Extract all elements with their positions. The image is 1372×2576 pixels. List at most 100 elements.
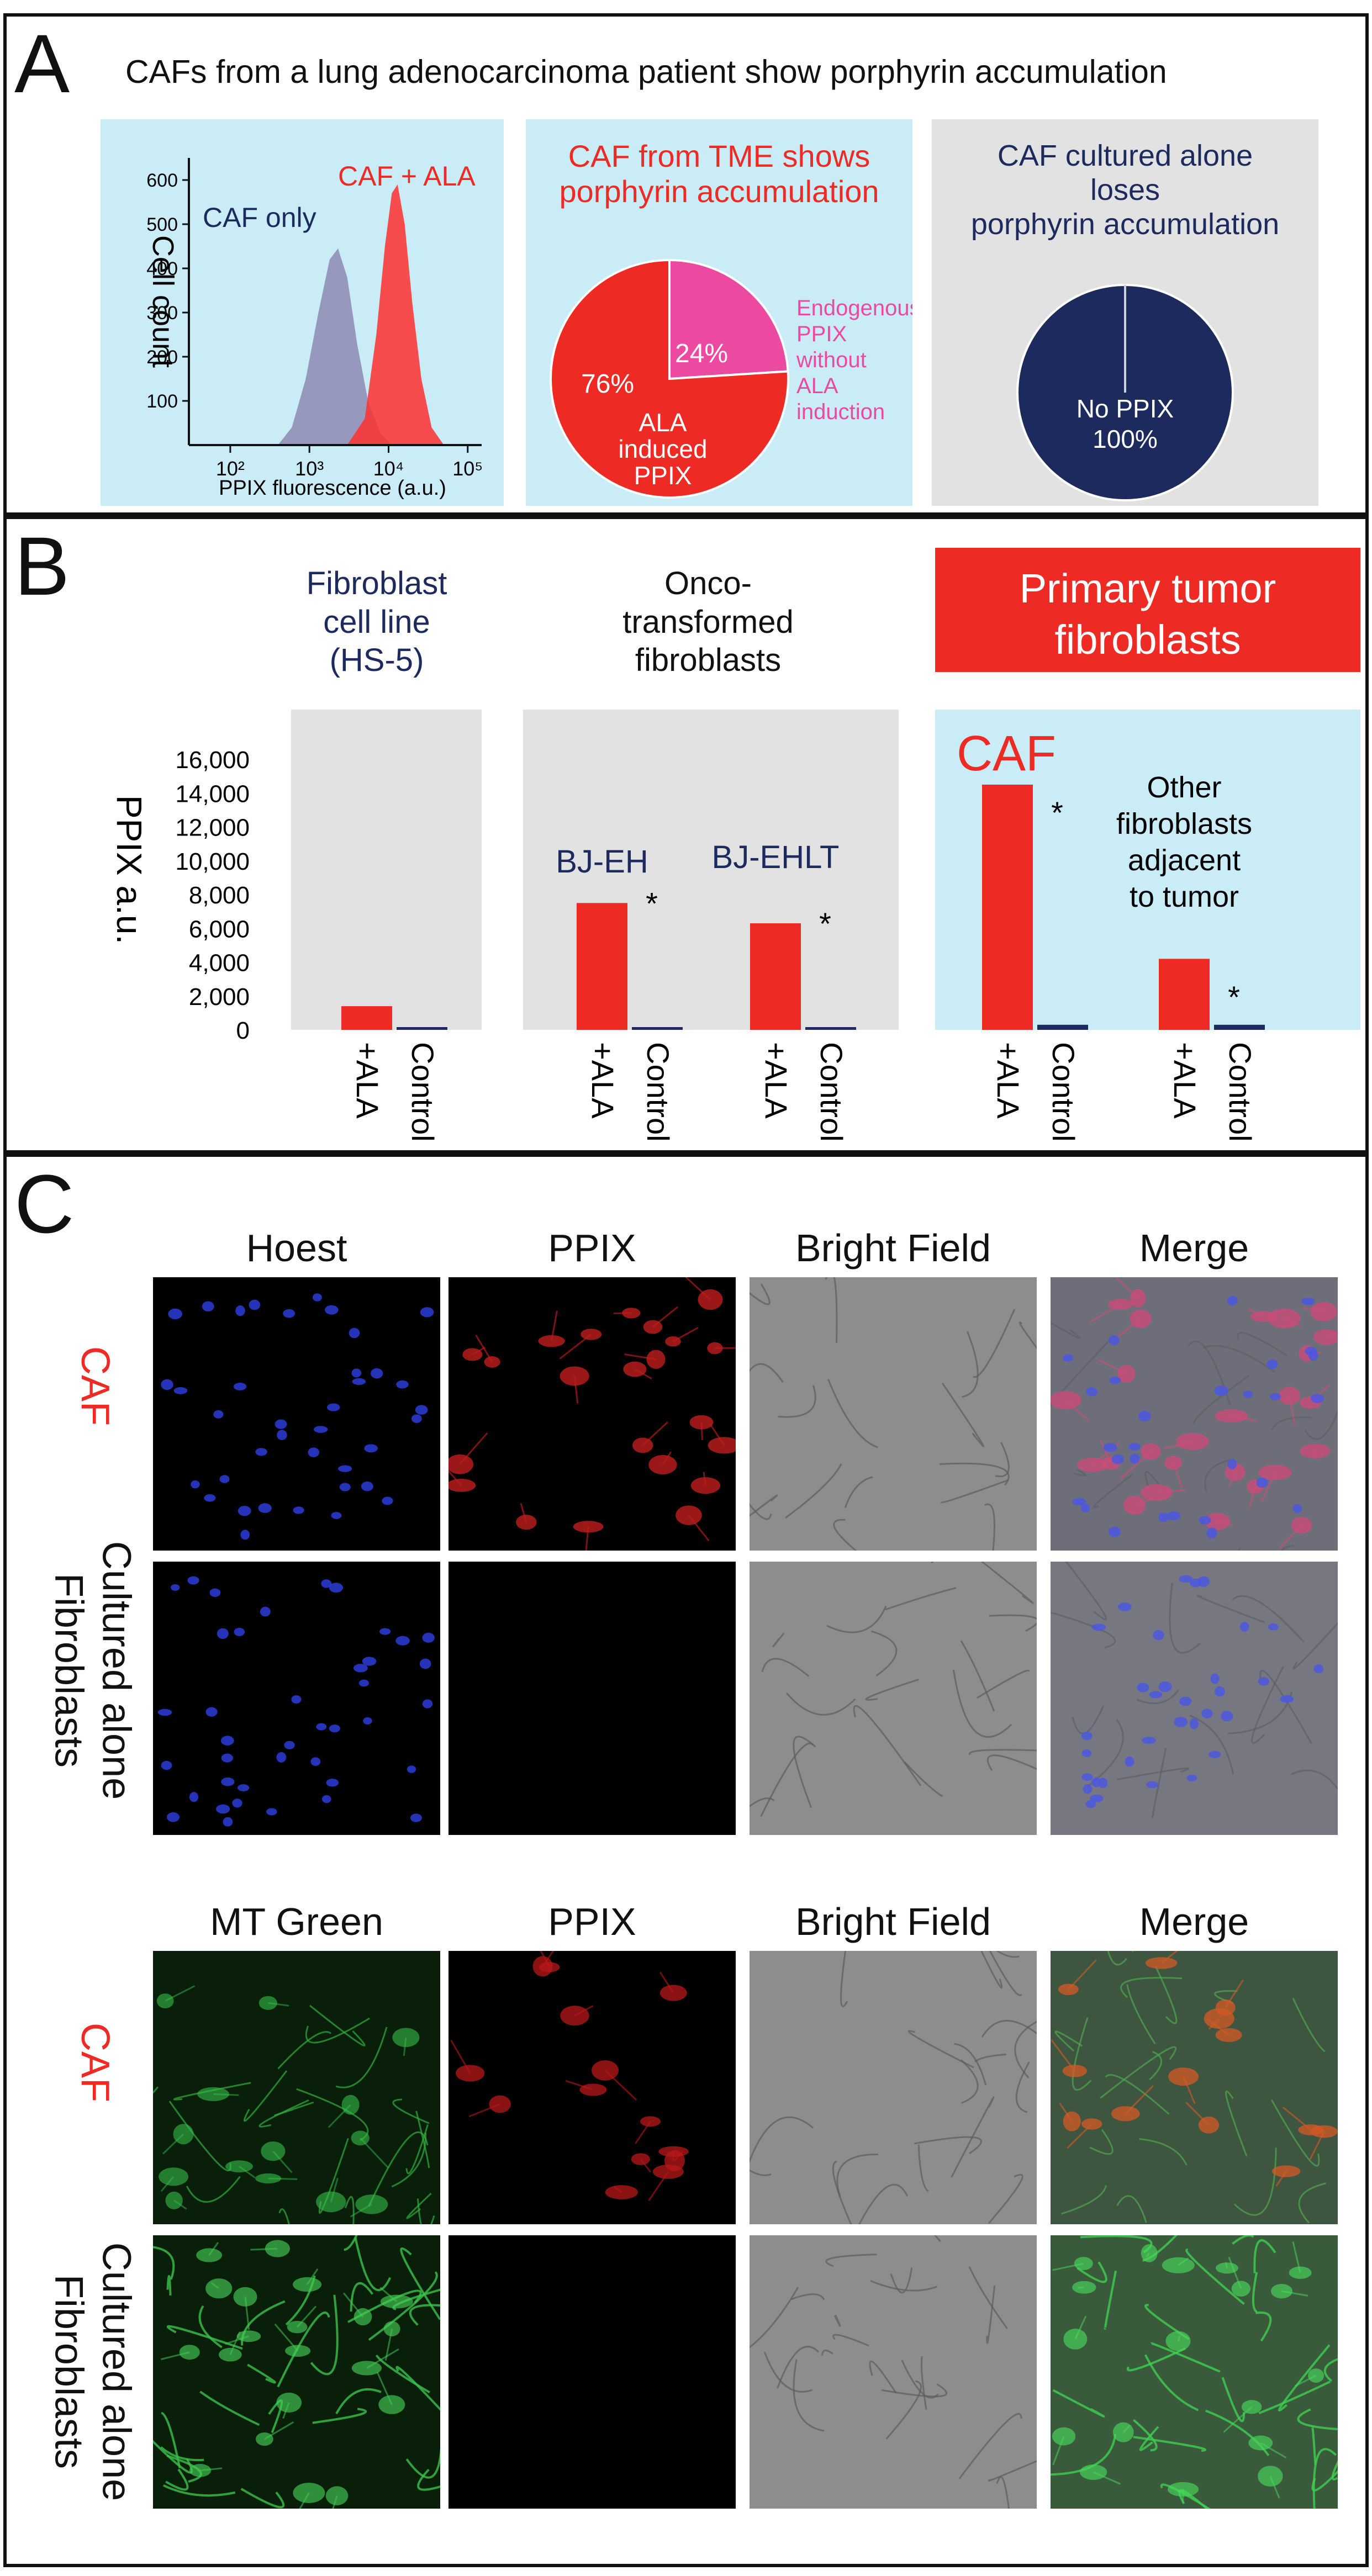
cell-fiber [832, 2160, 852, 2224]
cell-fiber [1204, 1458, 1234, 1492]
cell-fiber [785, 1463, 842, 1519]
pie2-title-line3: porphyrin accumulation [970, 208, 1280, 241]
cell-nucleus [240, 1530, 250, 1540]
pie2-title-line1: CAF cultured alone [997, 139, 1253, 172]
cell-nucleus [1227, 1459, 1237, 1469]
cell-fiber [931, 1562, 934, 1564]
cell-process [1231, 1415, 1258, 1422]
cell-fiber [907, 2030, 974, 2069]
cell-fiber [940, 1462, 1010, 1486]
cell-nucleus [1125, 1756, 1134, 1767]
cell-fiber [310, 2294, 339, 2376]
cell-body [225, 2160, 253, 2173]
row-label-caf-bottom: CAF [73, 2023, 117, 2102]
caf-only-label: CAF only [203, 202, 316, 233]
cell-process [1065, 1399, 1090, 1422]
cell-process [1146, 2252, 1150, 2257]
cell-body [581, 1329, 602, 1340]
cell-fiber [1133, 2419, 1158, 2452]
cell-fiber [826, 1605, 887, 1633]
pie1-inner-line2: induced [618, 435, 707, 463]
cell-fiber [980, 1562, 1034, 1604]
cell-fiber [166, 2275, 172, 2295]
cell-fiber [1149, 2051, 1163, 2081]
cell-process [1314, 1451, 1317, 1456]
panel-a-title: CAFs from a lung adenocarcinoma patient … [125, 54, 1167, 90]
cell-fiber [335, 2388, 382, 2415]
cell-fiber [1169, 1583, 1201, 1654]
cell-fiber [958, 2413, 1022, 2479]
group1-bg [291, 710, 482, 1030]
cell-fiber [1061, 2185, 1107, 2215]
cell-fiber [825, 1277, 838, 1343]
cell-nucleus [1199, 1516, 1211, 1525]
group2-header: Onco- transformed fibroblasts [520, 564, 896, 680]
cell-process [225, 2335, 249, 2345]
cell-nucleus [1153, 1630, 1164, 1641]
col-head-ppix-bottom: PPIX [548, 1900, 636, 1943]
cell-body [1063, 2328, 1088, 2350]
cell-fiber [1120, 1977, 1183, 1998]
cell-process [306, 2268, 319, 2285]
micrograph-cultured-merge [1051, 1562, 1338, 1835]
cell-fiber [1291, 1769, 1338, 1791]
cell-fiber [1255, 2311, 1272, 2342]
cell-fiber [1073, 1468, 1086, 1477]
cell-nucleus [1186, 1774, 1197, 1781]
cell-fiber [1304, 1409, 1338, 1440]
cell-nucleus [187, 1576, 199, 1585]
cell-process [709, 1424, 725, 1446]
cell-nucleus [1109, 1376, 1121, 1384]
cell-process [272, 2150, 293, 2173]
cell-nucleus [1268, 1623, 1279, 1631]
cell-process [360, 2137, 389, 2168]
row-label-cultured-top-line1: Cultured alone [94, 1541, 139, 1800]
panel-c: C Hoest PPIX Bright Field Merge CAF Cult… [3, 1154, 1369, 2567]
cell-body [560, 2006, 589, 2026]
cell-body [659, 1985, 687, 2001]
bar-control-2 [805, 1027, 856, 1030]
cell-nucleus [1243, 1390, 1253, 1398]
cell-fiber [1252, 2272, 1258, 2313]
micrograph-caf-ppix-2 [448, 1951, 736, 2224]
cell-fiber [825, 2254, 877, 2267]
cell-body [1123, 1495, 1146, 1515]
cell-process [1249, 1486, 1257, 1508]
pie1-side-line3: without [796, 348, 867, 372]
cell-fiber [173, 2082, 251, 2101]
cell-fiber [750, 2169, 772, 2176]
cell-nucleus [157, 1708, 172, 1716]
cell-nucleus [234, 1382, 247, 1390]
cell-process [642, 1421, 668, 1446]
cell-process [1248, 1308, 1264, 1318]
cell-fiber [1100, 2046, 1176, 2099]
cell-fiber [881, 2383, 948, 2398]
cell-process [1098, 1359, 1127, 1375]
cell-nucleus [260, 1606, 271, 1617]
cell-nucleus [353, 1664, 368, 1673]
cell-fiber [904, 1762, 943, 1797]
cell-fiber [312, 2408, 367, 2424]
cell-fiber [1151, 1748, 1167, 1818]
histogram-ytick-label: 300 [146, 303, 178, 324]
cell-process [1281, 2290, 1308, 2297]
cell-process [1261, 1472, 1276, 1502]
col-head-hoest: Hoest [246, 1226, 347, 1270]
cell-fiber [1126, 2347, 1186, 2372]
cell-process [685, 1277, 711, 1300]
cell-body [351, 2130, 370, 2146]
cell-nucleus [395, 1636, 410, 1646]
bar-xtick-control: Control [641, 1042, 676, 1142]
cell-process [379, 2287, 398, 2303]
cell-body [640, 2116, 661, 2127]
cell-fiber [827, 1379, 879, 1448]
bar-control-1 [632, 1027, 683, 1030]
cell-fiber [163, 2484, 236, 2497]
cell-nucleus [1308, 1350, 1318, 1361]
cell-fiber [777, 2346, 820, 2389]
cell-fiber [869, 2360, 897, 2394]
cell-process [472, 1346, 486, 1356]
cell-nucleus [1083, 1784, 1093, 1794]
cell-fiber [853, 1705, 921, 1786]
cell-body [261, 2141, 286, 2161]
